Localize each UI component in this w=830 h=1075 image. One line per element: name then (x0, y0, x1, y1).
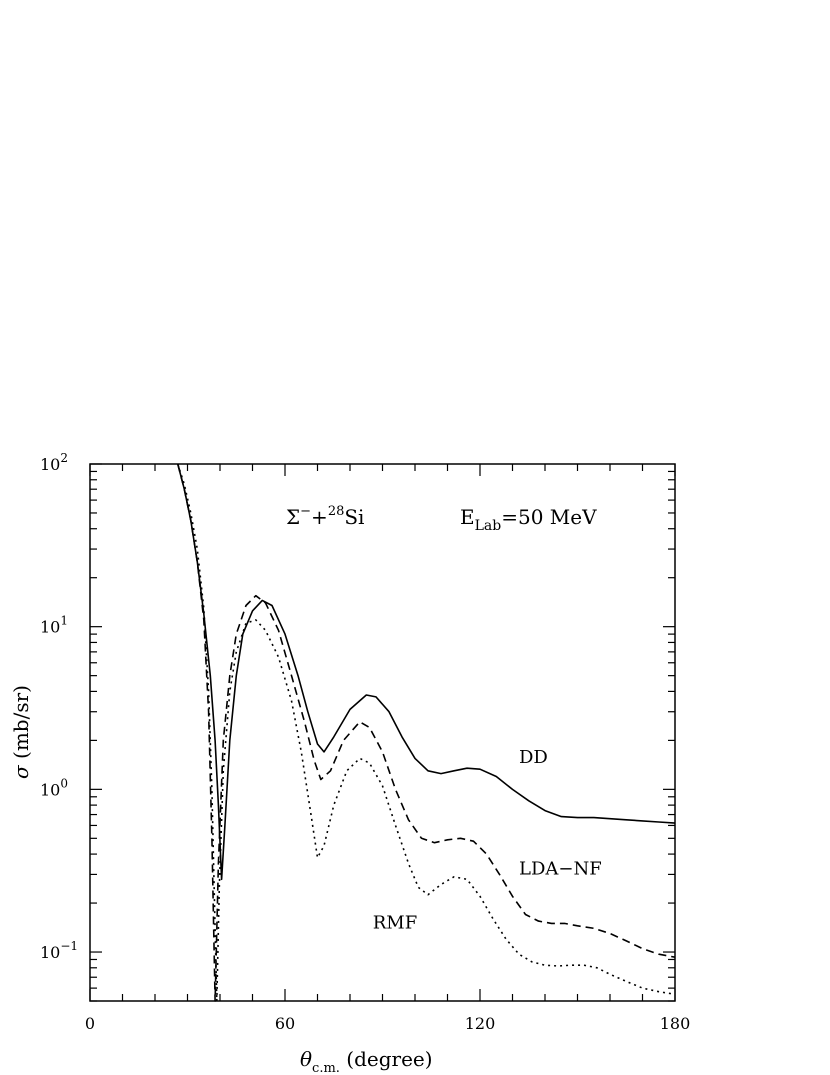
y-tick-label: 101 (40, 614, 68, 637)
y-tick-base: 10 (40, 618, 60, 637)
series-line-rmf (177, 463, 676, 1002)
title-element: Si (344, 505, 364, 529)
title-plus: + (311, 505, 328, 529)
x-axis-unit: (degree) (340, 1047, 433, 1071)
y-tick-label: 102 (40, 451, 68, 474)
energy-subscript: Lab (475, 518, 502, 534)
chart-energy: ELab=50 MeV (460, 505, 597, 534)
plot-frame (89, 463, 676, 1002)
y-axis-title: σ (mb/sr) (9, 685, 33, 779)
y-axis-unit: (mb/sr) (9, 685, 33, 765)
y-tick-exponent: −1 (60, 939, 78, 953)
y-tick-exponent: 1 (60, 614, 68, 628)
title-mass-number: 28 (328, 504, 345, 519)
series-layer (177, 463, 676, 1002)
y-tick-exponent: 0 (60, 776, 68, 790)
x-axis-title: θc.m. (degree) (300, 1047, 433, 1075)
x-axis-subscript: c.m. (312, 1061, 340, 1075)
y-axis-symbol: σ (9, 764, 33, 779)
series-line-lda-nf (177, 463, 676, 1002)
series-line-dd (177, 463, 676, 881)
y-tick-base: 10 (40, 455, 60, 474)
x-tick-label: 0 (85, 1014, 95, 1033)
series-label: LDA−NF (519, 858, 602, 879)
energy-symbol: E (460, 505, 475, 529)
y-tick-exponent: 2 (60, 451, 68, 465)
title-charge: − (300, 504, 311, 519)
y-tick-label: 10−1 (40, 939, 78, 962)
y-tick-base: 10 (40, 943, 60, 962)
x-tick-label: 180 (660, 1014, 691, 1033)
title-sigma: Σ (286, 505, 300, 529)
x-axis-symbol: θ (300, 1047, 312, 1071)
series-label: DD (519, 747, 548, 768)
y-tick-base: 10 (40, 780, 60, 799)
x-tick-label: 60 (275, 1014, 295, 1033)
chart-title: Σ−+28Si (286, 504, 364, 529)
energy-value: =50 MeV (501, 505, 597, 529)
series-label: RMF (373, 912, 417, 933)
x-tick-label: 120 (465, 1014, 496, 1033)
y-tick-label: 100 (40, 776, 68, 799)
